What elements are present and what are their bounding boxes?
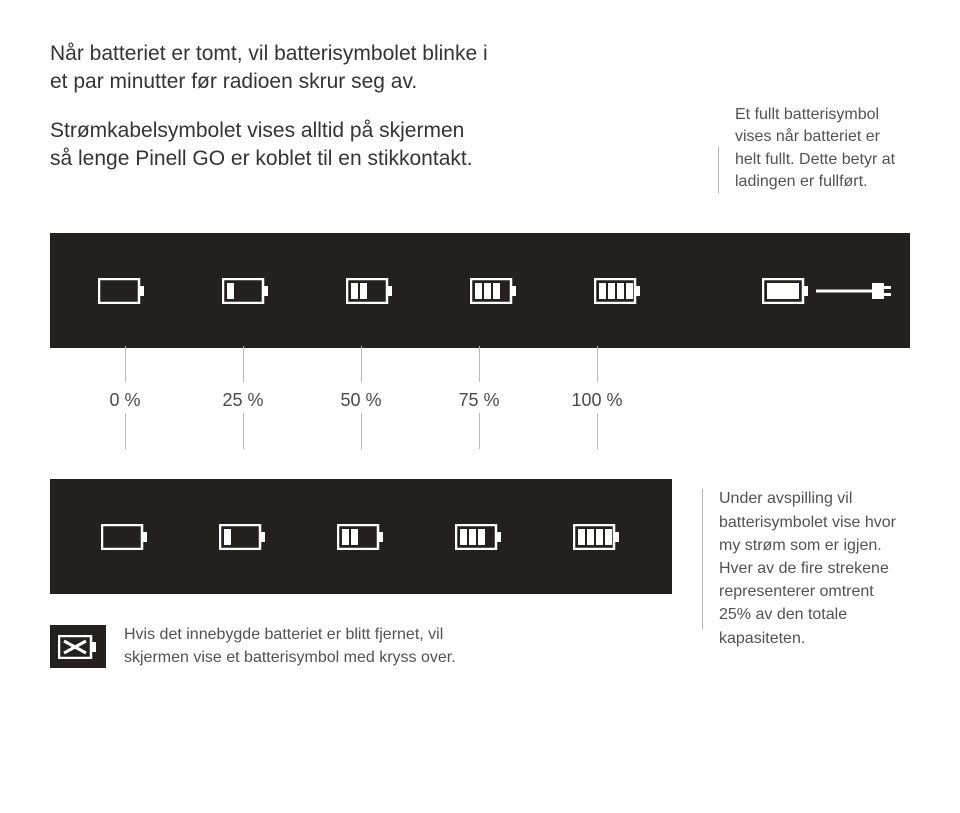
battery-icon — [346, 278, 400, 304]
battery-icon — [98, 278, 152, 304]
battery-removed-caption: Hvis det innebygde batteriet er blitt fj… — [124, 624, 504, 669]
tick — [125, 413, 126, 449]
tick — [243, 346, 244, 382]
pct-25: 25 % — [184, 390, 302, 411]
battery-icon — [455, 524, 503, 550]
battery-75-play — [420, 524, 538, 550]
tick — [479, 413, 480, 449]
battery-25-play — [184, 524, 302, 550]
top-right-copy: Et fullt batterisymbol vises når batteri… — [530, 40, 910, 193]
callout-tick-full — [718, 147, 719, 193]
battery-removed-icon-wrap — [50, 625, 106, 668]
battery-icon — [573, 524, 621, 550]
bottom-block: Hvis det innebygde batteriet er blitt fj… — [50, 479, 910, 669]
ticks-row-down — [50, 409, 910, 449]
top-text-row: Når batteriet er tomt, vil batterisymbol… — [50, 40, 910, 193]
tick — [479, 346, 480, 382]
charging-panel — [50, 233, 910, 348]
tick — [361, 346, 362, 382]
ticks-row — [50, 346, 910, 386]
tick — [125, 346, 126, 382]
top-left-copy: Når batteriet er tomt, vil batterisymbol… — [50, 40, 490, 193]
playback-caption: Under avspilling vil batterisymbolet vis… — [719, 487, 909, 649]
tick — [597, 413, 598, 449]
battery-full-icon — [762, 278, 810, 304]
charging-full-plug — [686, 278, 896, 304]
tick — [597, 346, 598, 382]
battery-100-charging — [562, 278, 680, 304]
pct-100: 100 % — [538, 390, 656, 411]
battery-75-charging — [438, 278, 556, 304]
pct-50: 50 % — [302, 390, 420, 411]
full-battery-caption: Et fullt batterisymbol vises når batteri… — [735, 104, 910, 194]
percent-labels: 0 % 25 % 50 % 75 % 100 % — [50, 390, 910, 411]
battery-removed-icon — [58, 635, 98, 659]
playback-panel — [50, 479, 672, 594]
battery-0-charging — [66, 278, 184, 304]
battery-50-charging — [314, 278, 432, 304]
battery-0-play — [66, 524, 184, 550]
tick — [361, 413, 362, 449]
pct-0: 0 % — [66, 390, 184, 411]
tick — [243, 413, 244, 449]
para-power-cable: Strømkabelsymbolet vises alltid på skjer… — [50, 117, 490, 174]
battery-50-play — [302, 524, 420, 550]
battery-icon — [219, 524, 267, 550]
callout-tick-playback — [702, 489, 703, 629]
power-plug-icon — [816, 278, 896, 304]
battery-100-play — [538, 524, 656, 550]
battery-icon — [101, 524, 149, 550]
para-empty-battery: Når batteriet er tomt, vil batterisymbol… — [50, 40, 490, 97]
battery-removed-row: Hvis det innebygde batteriet er blitt fj… — [50, 624, 672, 669]
bottom-right: Under avspilling vil batterisymbolet vis… — [702, 479, 910, 649]
battery-icon — [337, 524, 385, 550]
pct-75: 75 % — [420, 390, 538, 411]
battery-icon — [470, 278, 524, 304]
battery-icon — [222, 278, 276, 304]
bottom-left: Hvis det innebygde batteriet er blitt fj… — [50, 479, 672, 669]
battery-icon — [594, 278, 648, 304]
battery-25-charging — [190, 278, 308, 304]
